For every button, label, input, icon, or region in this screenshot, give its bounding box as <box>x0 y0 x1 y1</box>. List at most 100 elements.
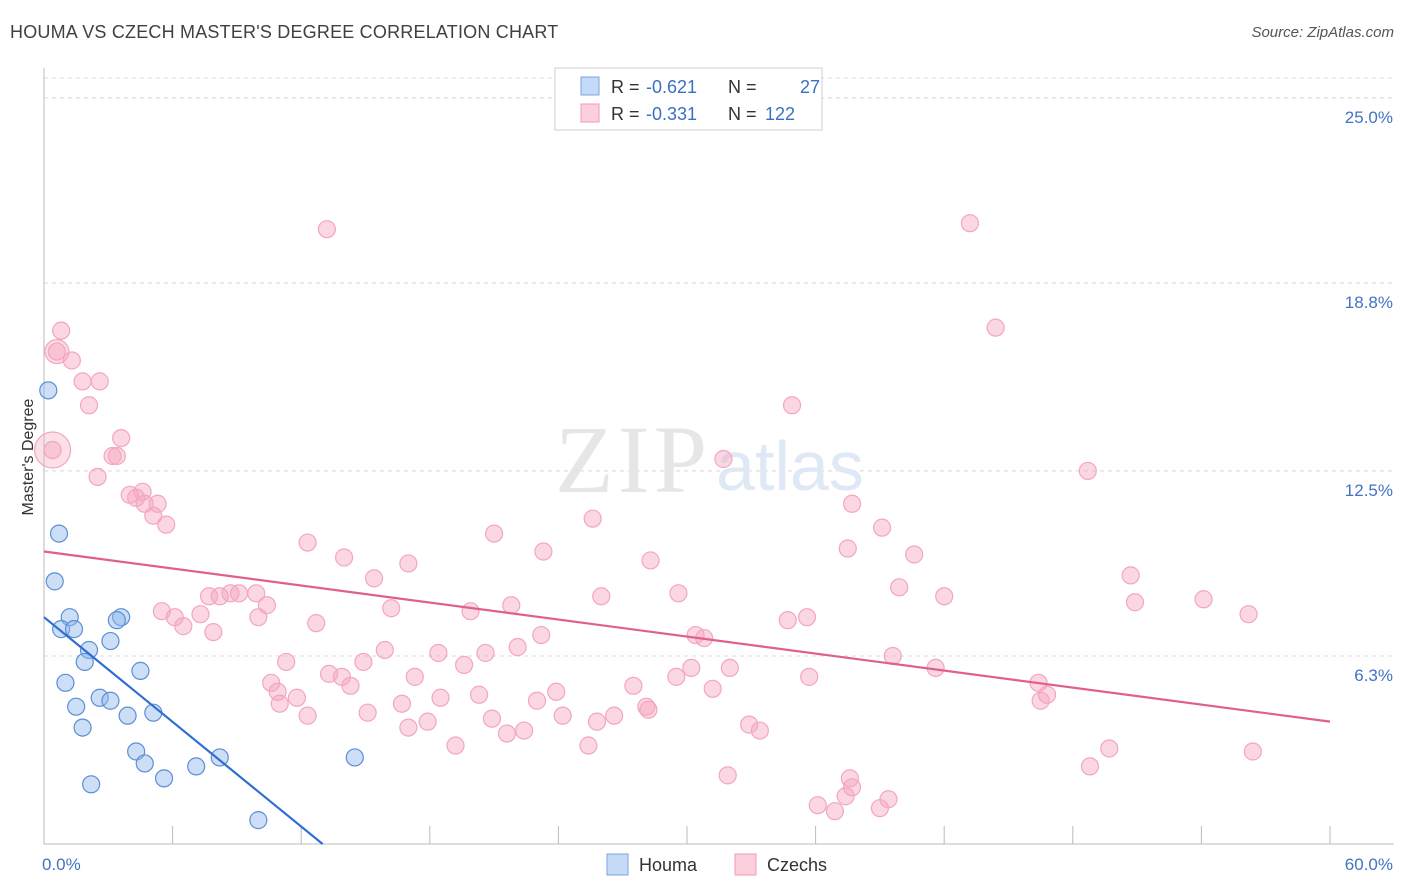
legend-swatch-houma <box>580 76 600 96</box>
czechs-point <box>1194 590 1213 609</box>
houma-point <box>135 754 154 773</box>
czechs-point <box>825 802 844 821</box>
y-tick-label: 6.3% <box>1354 666 1393 685</box>
czechs-point <box>199 587 219 606</box>
czechs-point <box>52 321 71 340</box>
czechs-point <box>667 667 686 686</box>
czechs-point <box>583 509 602 528</box>
bottom-legend: Houma Czechs <box>606 853 827 876</box>
czechs-point <box>515 721 534 740</box>
czechs-point <box>1243 742 1262 761</box>
czechs-point <box>624 676 643 695</box>
czechs-point <box>782 396 802 415</box>
czechs-point <box>1239 605 1258 624</box>
czechs-point <box>405 667 424 686</box>
czechs-point <box>534 542 553 561</box>
czechs-point <box>399 554 418 573</box>
czechs-point <box>399 718 418 737</box>
czechs-point <box>637 697 656 716</box>
legend-n-label-czechs: N = <box>728 104 757 124</box>
czechs-points <box>33 214 1262 821</box>
czechs-point <box>431 688 450 707</box>
czechs-point <box>210 587 229 606</box>
czechs-point <box>107 446 126 466</box>
y-tick-label: 18.8% <box>1345 293 1393 312</box>
czechs-point <box>298 533 317 552</box>
czechs-point <box>592 587 611 606</box>
houma-point <box>73 718 92 737</box>
czechs-point <box>905 545 924 564</box>
houma-point <box>75 652 94 672</box>
czechs-point <box>429 643 448 663</box>
czechs-point <box>1078 461 1097 481</box>
czechs-point <box>669 584 688 603</box>
x-tick-label-min: 0.0% <box>42 855 81 874</box>
czechs-point <box>1121 566 1140 585</box>
czechs-point <box>73 372 92 391</box>
czechs-point <box>842 494 862 513</box>
czechs-point <box>682 658 701 678</box>
czechs-point <box>469 685 489 704</box>
czechs-point <box>382 599 401 618</box>
houma-point <box>101 631 120 651</box>
legend-r-label-czechs: R = <box>611 104 640 124</box>
czechs-point <box>446 736 465 755</box>
czechs-point <box>262 673 281 692</box>
legend-n-label-houma: N = <box>728 77 757 97</box>
bottom-legend-label-czechs: Czechs <box>767 855 827 875</box>
bottom-legend-swatch-czechs <box>734 853 757 876</box>
czechs-trend-line <box>43 550 1331 723</box>
houma-point <box>56 673 75 692</box>
houma-point <box>131 661 150 680</box>
czechs-point <box>103 446 122 466</box>
czechs-point <box>720 658 739 678</box>
czechs-point <box>392 694 412 713</box>
czechs-point <box>43 440 62 460</box>
y-axis-label: Master's Degree <box>20 398 37 515</box>
legend-n-value-houma: 27 <box>800 77 820 97</box>
czechs-point <box>277 652 296 672</box>
czechs-point <box>641 551 660 570</box>
czechs-point <box>112 428 131 448</box>
czechs-point-large <box>44 338 70 365</box>
czechs-point <box>1100 739 1119 758</box>
grid-layer <box>44 77 1394 657</box>
czechs-point <box>960 214 980 233</box>
legend-n-value-czechs: 122 <box>765 104 795 124</box>
czechs-point <box>334 548 354 567</box>
houma-point <box>101 691 120 710</box>
legend-swatch-czechs <box>580 103 600 123</box>
czechs-point <box>88 467 107 486</box>
czechs-point <box>579 736 598 755</box>
bottom-legend-swatch-houma <box>606 853 629 876</box>
houma-point <box>154 769 174 788</box>
czechs-point <box>547 682 566 701</box>
czechs-point <box>358 703 377 722</box>
y-tick-label: 12.5% <box>1345 481 1393 500</box>
czechs-point <box>797 608 817 627</box>
houma-point <box>79 640 99 660</box>
czechs-point <box>375 640 394 660</box>
czechs-point <box>298 706 317 725</box>
houma-point <box>49 524 69 543</box>
czechs-point <box>482 709 502 728</box>
houma-point <box>39 381 58 400</box>
czechs-point <box>157 515 176 534</box>
houma-point <box>249 811 268 830</box>
czechs-point <box>229 584 249 603</box>
houma-point <box>64 620 84 639</box>
czechs-point <box>714 449 733 469</box>
legend-box: R = -0.621 N = 27 R = -0.331 N = 122 <box>554 67 823 131</box>
czechs-point <box>454 655 474 675</box>
czechs-point-large <box>33 431 72 469</box>
czechs-point <box>605 706 624 725</box>
czechs-point <box>872 518 892 537</box>
houma-point <box>118 706 137 725</box>
houma-point <box>210 748 229 767</box>
czechs-point <box>461 602 480 621</box>
czechs-point <box>532 625 551 645</box>
czechs-point <box>317 220 337 239</box>
czechs-point <box>90 372 109 391</box>
houma-point <box>67 697 86 716</box>
czechs-point <box>191 605 210 624</box>
